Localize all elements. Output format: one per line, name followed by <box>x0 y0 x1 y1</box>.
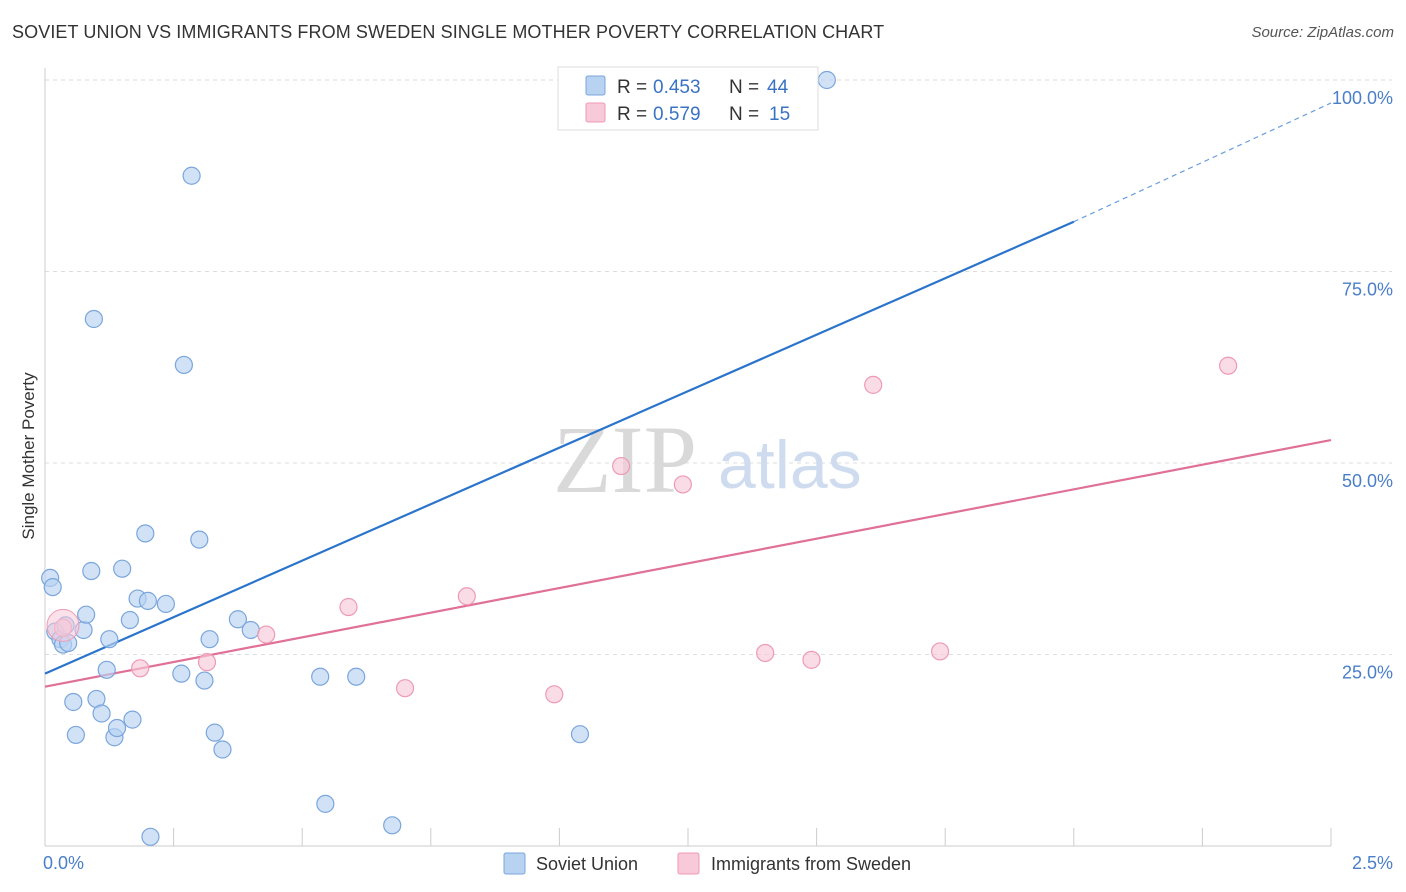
point-soviet-union <box>43 577 62 597</box>
legend-swatch-immigrants-from-sweden <box>585 102 606 123</box>
point-soviet-union <box>84 309 103 329</box>
point-immigrants-from-sweden <box>802 650 821 669</box>
point-soviet-union <box>156 594 175 614</box>
legend-bottom: Soviet Union Immigrants from Sweden <box>503 852 911 875</box>
legend-n-label: N = <box>729 77 759 98</box>
point-immigrants-from-sweden <box>339 597 358 617</box>
source-label: Source: ZipAtlas.com <box>1251 24 1394 41</box>
point-immigrants-from-sweden <box>197 653 217 672</box>
point-soviet-union <box>205 723 224 742</box>
point-soviet-union <box>383 816 402 835</box>
trendline-soviet-union <box>44 220 1075 675</box>
gridlines <box>45 79 1392 655</box>
point-immigrants-from-sweden-large <box>46 608 80 642</box>
x-tick-labels: 0.0% 2.5% <box>43 853 1393 873</box>
point-soviet-union <box>174 355 193 375</box>
chart-title: SOVIET UNION VS IMMIGRANTS FROM SWEDEN S… <box>12 22 885 42</box>
point-immigrants-from-sweden <box>395 679 415 698</box>
point-soviet-union <box>97 660 116 679</box>
legend-r-value: 0.453 <box>653 77 701 98</box>
legend-bottom-label-soviet-union: Soviet Union <box>536 854 638 874</box>
point-immigrants-from-sweden <box>930 642 950 661</box>
trendline-extension <box>1073 102 1332 223</box>
point-soviet-union <box>195 671 214 690</box>
legend-bottom-swatch-immigrants-from-sweden <box>677 852 700 875</box>
watermark-atlas: atlas <box>718 427 862 503</box>
point-immigrants-from-sweden <box>1219 356 1238 375</box>
point-soviet-union <box>136 524 155 543</box>
legend-r-value: 0.579 <box>653 104 701 125</box>
point-soviet-union <box>123 710 142 729</box>
legend-n-value: 44 <box>767 77 789 98</box>
point-soviet-union <box>77 605 96 624</box>
point-immigrants-from-sweden <box>864 375 883 394</box>
axes <box>44 68 1332 847</box>
point-soviet-union <box>200 630 219 649</box>
trendlines <box>44 102 1332 688</box>
legend-bottom-label-immigrants-from-sweden: Immigrants from Sweden <box>711 854 911 874</box>
point-soviet-union <box>182 166 201 185</box>
point-soviet-union <box>66 725 85 745</box>
y-tick-labels: 25.0% 50.0% 75.0% 100.0% <box>1332 88 1393 683</box>
point-soviet-union <box>213 740 232 759</box>
legend-n-label: N = <box>729 104 759 125</box>
point-immigrants-from-sweden <box>756 643 775 663</box>
point-immigrants-from-sweden <box>612 456 631 476</box>
legend-top: R = 0.453 N = 44 R = 0.579 N = 15 <box>557 66 819 131</box>
point-soviet-union <box>107 718 127 738</box>
point-soviet-union <box>64 692 83 712</box>
watermark: ZIP atlas <box>553 406 862 513</box>
point-soviet-union <box>141 827 160 846</box>
point-soviet-union <box>190 530 209 549</box>
point-soviet-union <box>120 610 139 630</box>
point-soviet-union <box>100 630 119 649</box>
x-tick-label: 2.5% <box>1352 853 1393 873</box>
legend-swatch-soviet-union <box>585 75 606 96</box>
point-soviet-union <box>316 794 335 813</box>
point-soviet-union <box>138 591 157 610</box>
point-soviet-union <box>113 559 132 578</box>
point-soviet-union <box>347 667 366 686</box>
data-points <box>41 70 1238 846</box>
legend-r-label: R = <box>617 77 647 98</box>
point-soviet-union <box>228 610 247 629</box>
trendline-immigrants-from-sweden <box>44 438 1332 688</box>
point-immigrants-from-sweden <box>457 587 476 606</box>
y-tick-label: 75.0% <box>1342 280 1393 300</box>
y-tick-label: 100.0% <box>1332 88 1393 108</box>
y-tick-label: 50.0% <box>1342 471 1393 491</box>
point-soviet-union <box>570 725 590 744</box>
legend-r-label: R = <box>617 104 647 125</box>
point-soviet-union <box>817 70 836 90</box>
legend-n-value: 15 <box>769 104 790 125</box>
point-soviet-union <box>82 561 101 581</box>
point-immigrants-from-sweden <box>257 625 276 644</box>
x-tick-label: 0.0% <box>43 853 84 873</box>
legend-bottom-swatch-soviet-union <box>503 852 526 875</box>
point-immigrants-from-sweden <box>673 475 692 494</box>
point-immigrants-from-sweden <box>545 685 564 704</box>
point-soviet-union <box>92 704 111 723</box>
point-immigrants-from-sweden <box>131 659 150 678</box>
y-axis-title: Single Mother Poverty <box>19 372 38 540</box>
y-tick-label: 25.0% <box>1342 663 1393 683</box>
point-soviet-union <box>311 667 330 686</box>
point-soviet-union <box>241 620 260 640</box>
point-soviet-union <box>172 664 191 683</box>
